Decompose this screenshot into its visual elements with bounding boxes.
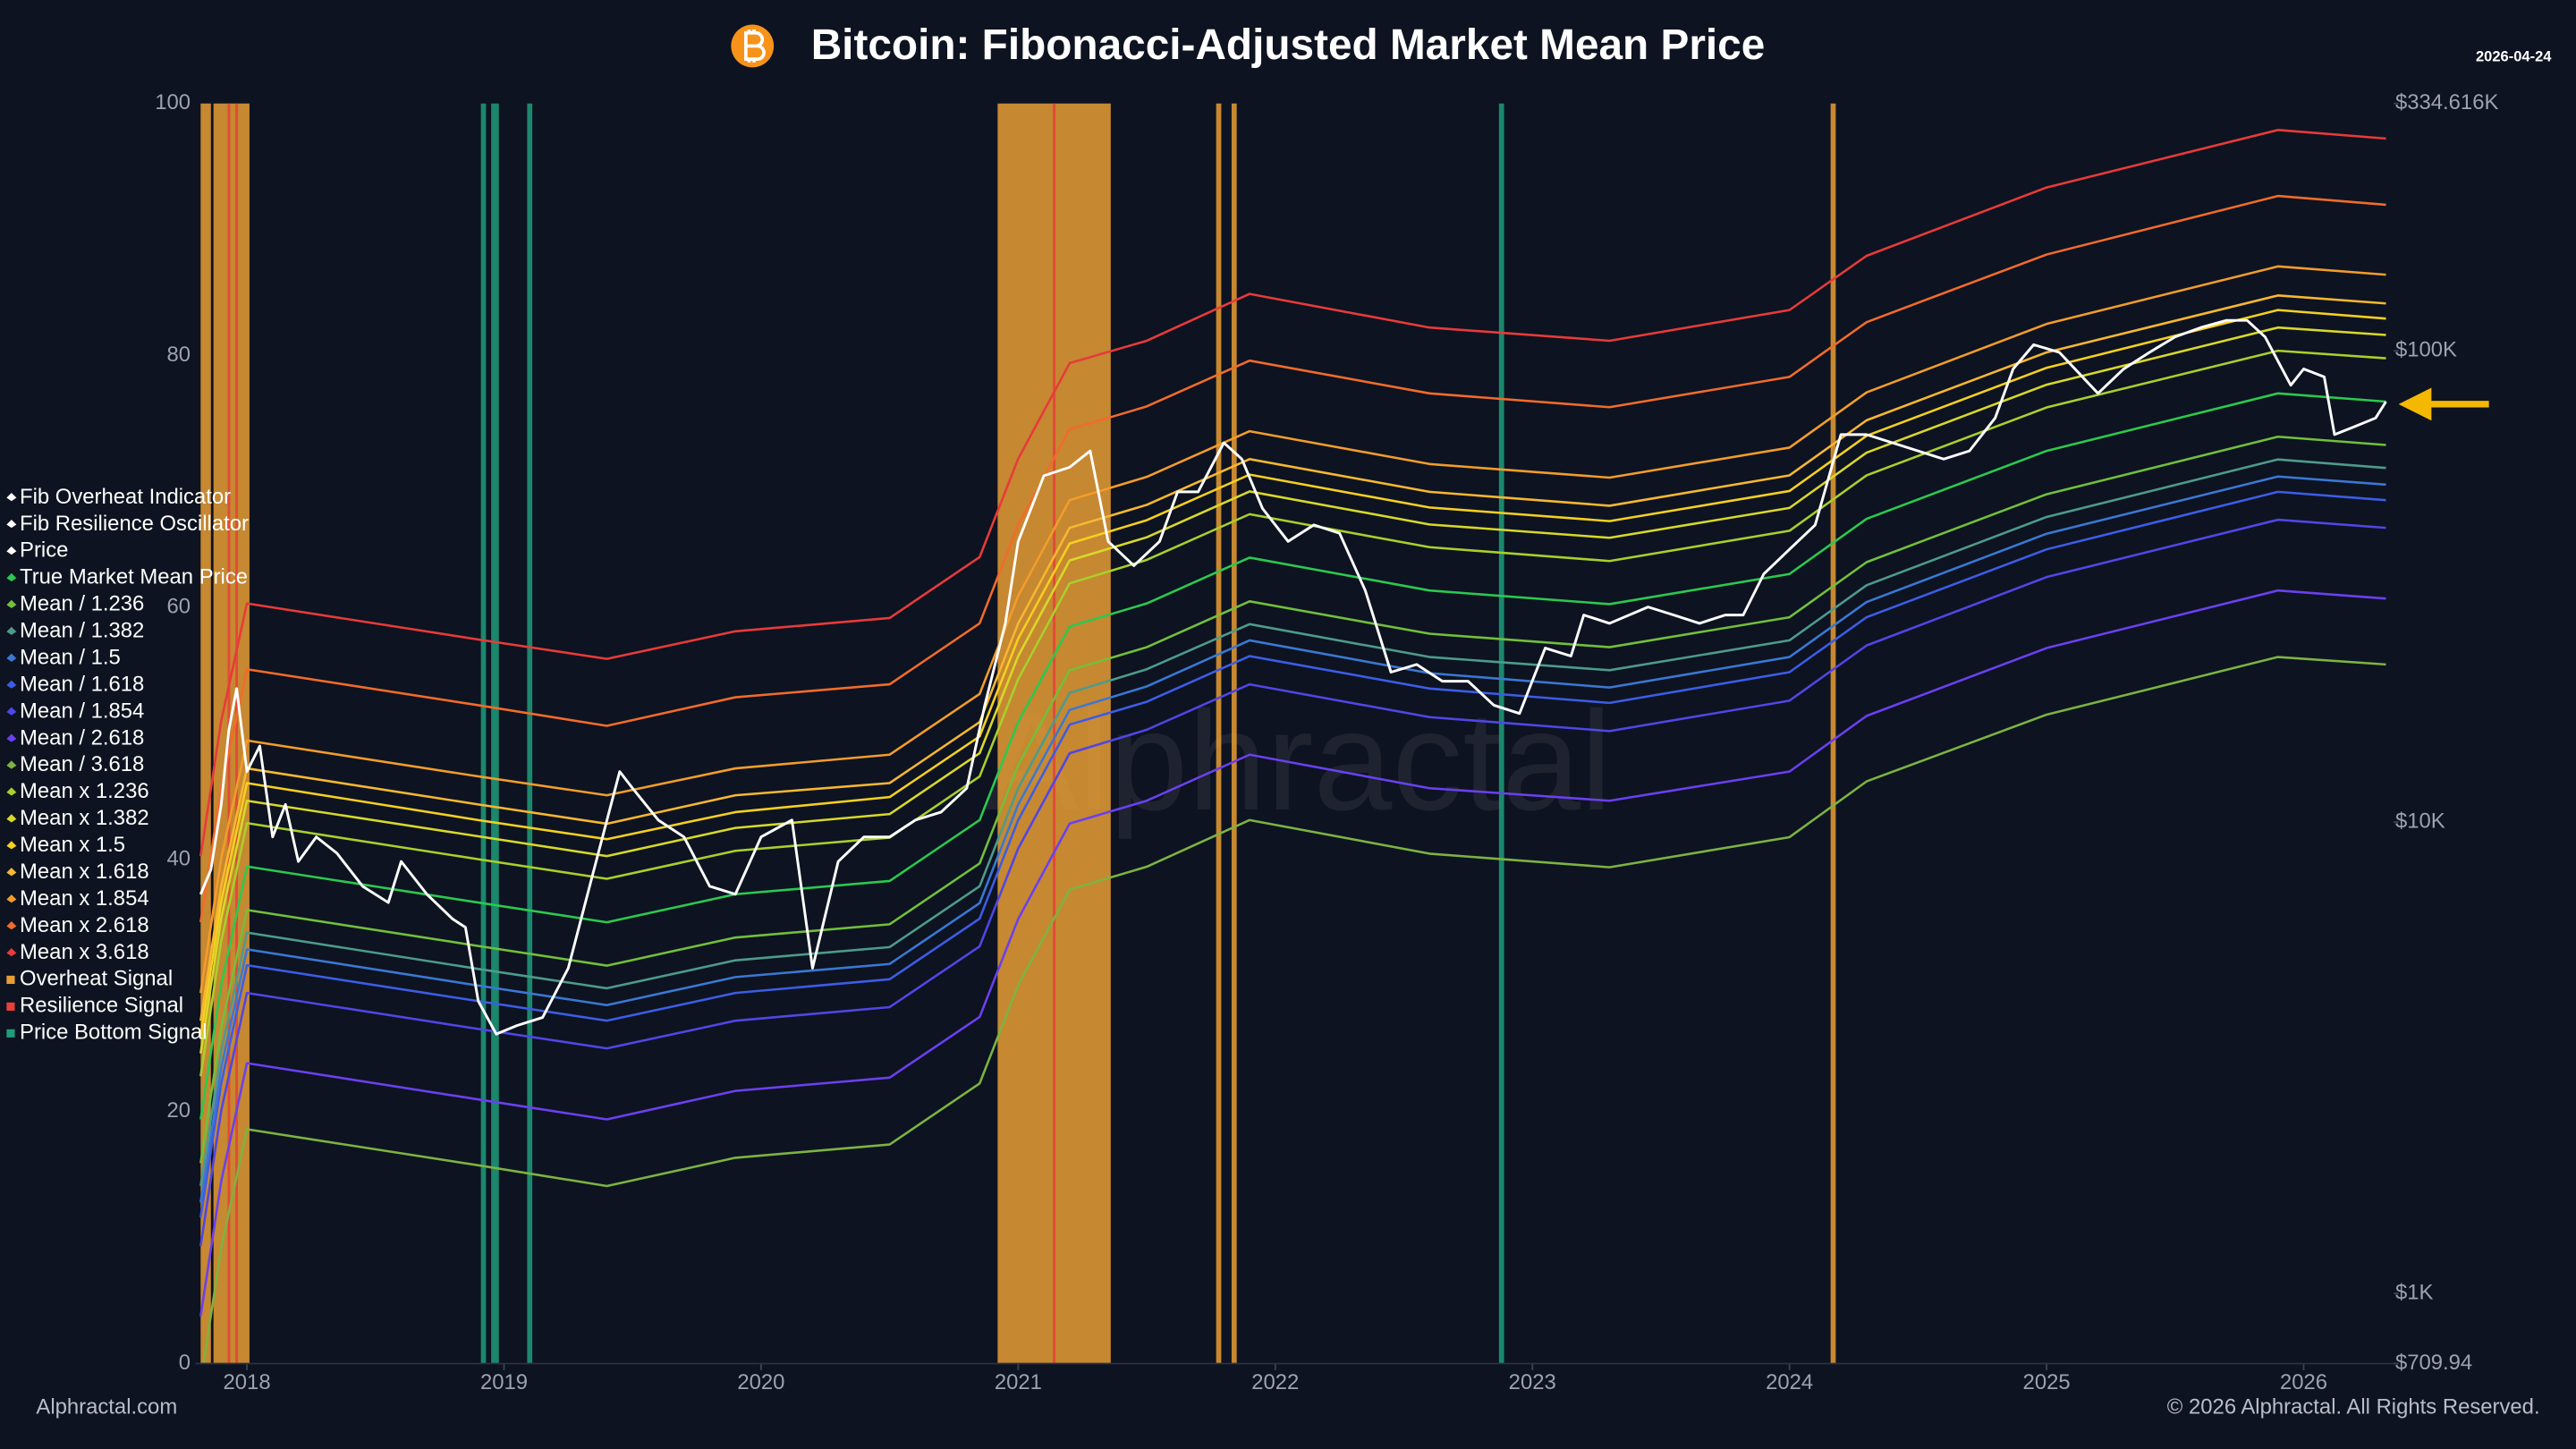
legend-marker [6,519,17,529]
signal-span [1830,103,1836,1364]
series-line [199,194,2386,923]
legend-marker [6,493,17,502]
legend-marker [6,894,17,903]
legend-marker [6,760,17,769]
legend-marker [6,733,17,742]
y-tick-label: 40 [167,846,191,870]
arrow-head [2398,387,2432,421]
legend-label: Mean / 3.618 [20,752,144,776]
series-line [199,129,2386,857]
series-line [199,349,2386,1077]
y2-tick-label: $1K [2395,1280,2434,1304]
series-line [199,518,2386,1247]
legend-marker [6,947,17,957]
signal-span [200,103,211,1364]
x-tick-label: 2024 [1766,1370,1813,1394]
y2-tick-label: $709.94 [2395,1351,2472,1375]
legend-label: Mean / 1.5 [20,645,121,669]
bitcoin-icon-glyph [744,30,766,63]
legend-marker [6,680,17,689]
series-line [199,435,2386,1164]
y-tick-label: 20 [167,1098,191,1123]
y2-tick-label: $334.616K [2395,90,2499,114]
legend-swatch [6,1002,15,1011]
legend-marker [6,814,17,823]
signal-span [491,103,499,1364]
legend-label: Fib Resilience Oscillator [20,512,249,536]
legend-swatch [6,975,15,985]
legend-marker [6,626,17,635]
y2-tick-label: $10K [2395,809,2445,833]
legend-label: True Market Mean Price [20,565,248,589]
series-line [199,392,2386,1120]
signal-span [235,103,238,1364]
series-line [199,318,2387,1036]
signal-span [1216,103,1222,1364]
legend-label: Mean x 1.382 [20,806,149,830]
axes: 0 20 40 60 80 100 $709.94 $1K $10K $100K $334.616K… [155,90,2498,1394]
signal-span [527,103,533,1364]
legend-label: Mean / 1.618 [20,672,144,696]
legend-label: Mean x 1.854 [20,886,149,911]
footer-copyright: © 2026 Alphractal. All Rights Reserved. [2167,1394,2540,1419]
series-line [199,475,2386,1203]
series-line [202,656,2386,1364]
series-line [199,294,2386,1021]
arrow-annotation [2398,387,2489,421]
legend-marker [6,599,17,608]
x-tick-label: 2023 [1509,1370,1556,1394]
legend-label: Mean x 1.5 [20,833,125,857]
legend-label: Fib Overheat Indicator [20,485,231,509]
series-line [199,589,2386,1317]
legend-label: Resilience Signal [20,994,183,1018]
lines [199,129,2387,1364]
legend-marker [6,787,17,796]
legend-label: Mean x 3.618 [20,940,149,964]
legend-label: Mean / 1.236 [20,592,144,616]
y-tick-label: 80 [167,343,191,367]
series-line [199,326,2386,1054]
signal-span [1053,103,1056,1364]
legend-marker [6,572,17,582]
legend-marker [6,707,17,716]
chart-title: Bitcoin: Fibonacci-Adjusted Market Mean … [811,21,1766,69]
legend-label: Price [20,538,68,563]
signal-span [1498,103,1504,1364]
date-label: 2026-04-24 [2476,48,2552,65]
series-line [199,458,2386,1187]
footer-site: Alphractal.com [36,1394,177,1419]
x-tick-label: 2018 [224,1370,271,1394]
x-tick-label: 2020 [737,1370,784,1394]
legend-label: Mean x 1.236 [20,779,149,803]
legend-label: Mean x 1.618 [20,860,149,884]
legend-marker [6,546,17,555]
legend-label: Mean x 2.618 [20,913,149,937]
legend-swatch [6,1029,15,1038]
series-line [199,265,2386,994]
legend-marker [6,653,17,662]
legend-label: Mean / 1.382 [20,619,144,643]
legend: Fib Overheat Indicator Fib Resilience Osc… [6,485,249,1045]
signal-span [480,103,487,1364]
x-tick-label: 2021 [995,1370,1042,1394]
legend-label: Mean / 1.854 [20,699,144,723]
x-tick-label: 2025 [2023,1370,2071,1394]
legend-marker [6,868,17,877]
legend-marker [6,841,17,850]
legend-label: Mean / 2.618 [20,725,144,750]
x-tick-label: 2026 [2280,1370,2327,1394]
y-tick-label: 0 [179,1351,191,1375]
x-tick-label: 2022 [1251,1370,1299,1394]
y-tick-label: 60 [167,595,191,619]
y2-tick-label: $100K [2395,337,2457,361]
legend-label: Overheat Signal [20,967,173,991]
x-tick-label: 2019 [480,1370,528,1394]
signal-span [1231,103,1237,1364]
legend-marker [6,921,17,930]
legend-label: Price Bottom Signal [20,1021,208,1045]
y-tick-label: 100 [155,90,191,114]
